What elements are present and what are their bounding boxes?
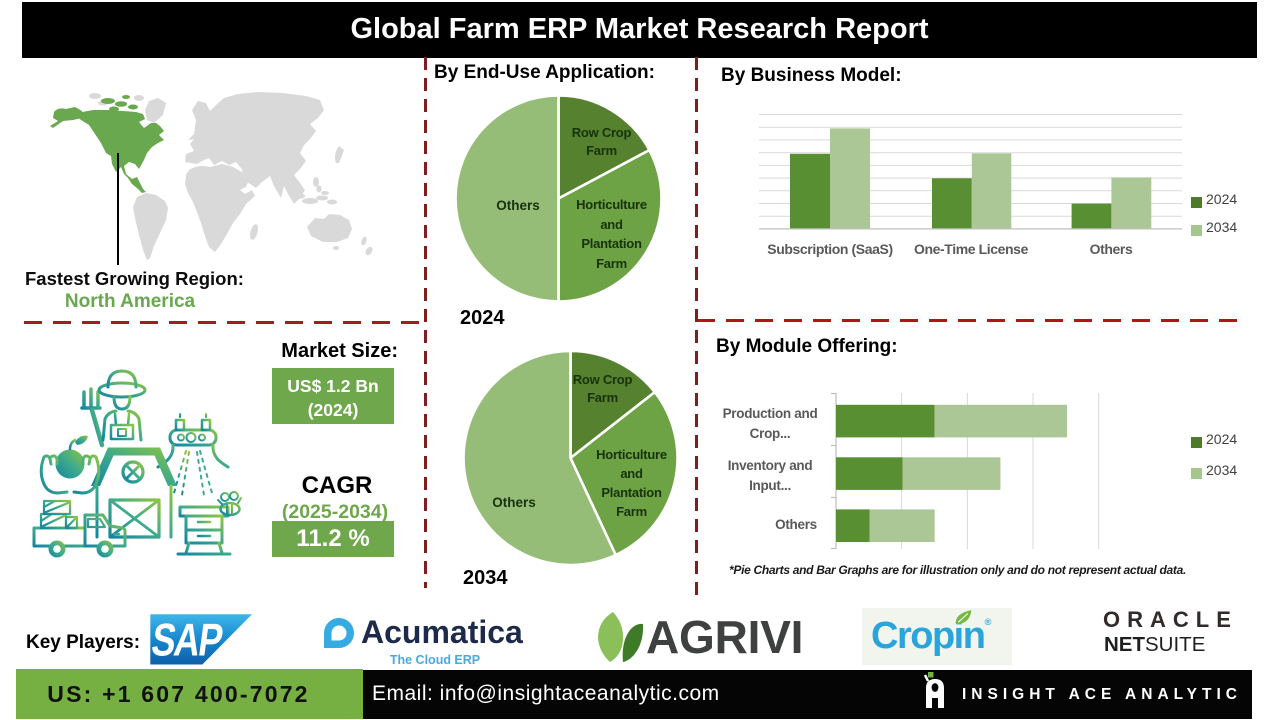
svg-text:SAP: SAP xyxy=(149,613,226,665)
